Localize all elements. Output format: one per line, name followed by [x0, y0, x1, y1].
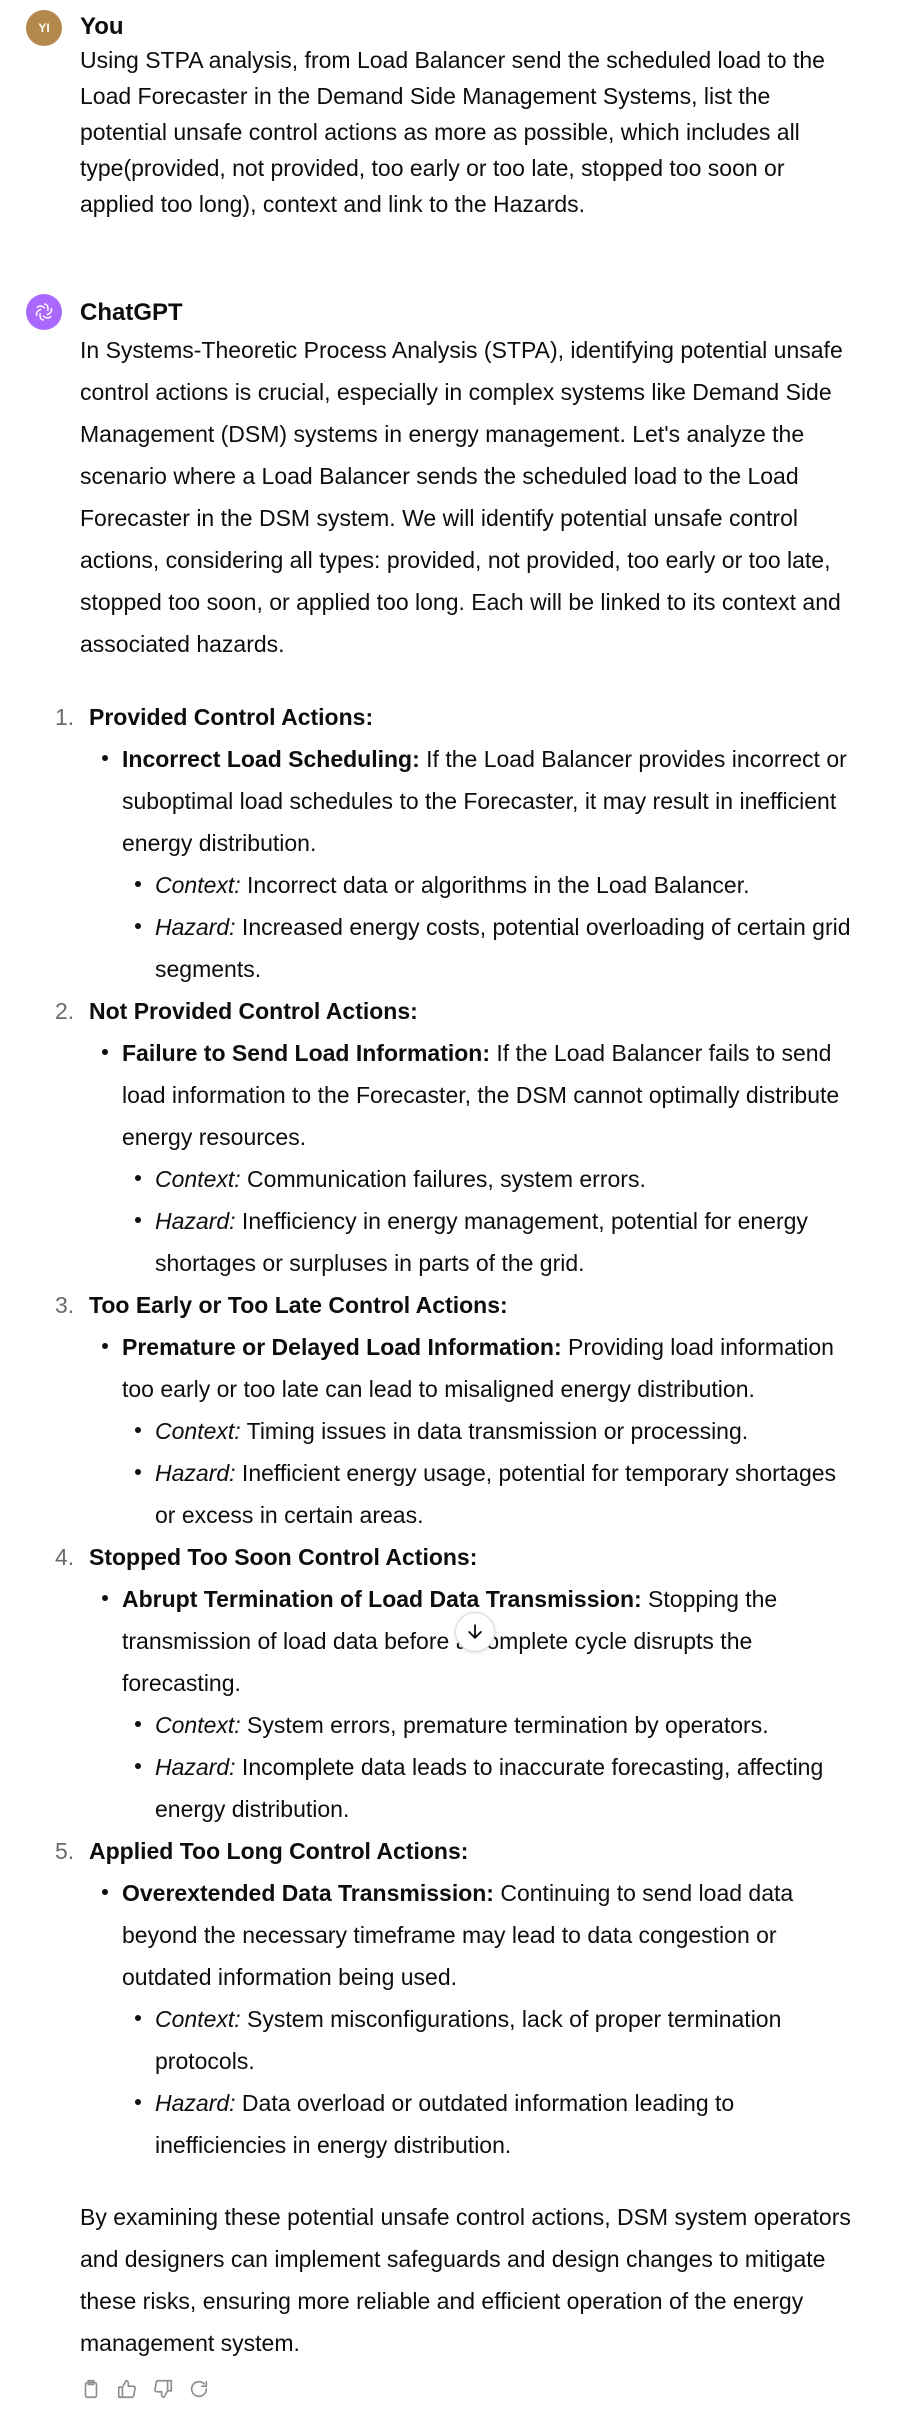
list-item: Abrupt Termination of Load Data Transmis…	[89, 1578, 860, 1830]
arrow-down-icon	[468, 1624, 482, 1639]
list-item: 1. Provided Control Actions: Incorrect L…	[55, 696, 860, 990]
user-message-text: Using STPA analysis, from Load Balancer …	[80, 42, 860, 222]
hazard-text: Incomplete data leads to inaccurate fore…	[155, 1754, 824, 1822]
section-title: Too Early or Too Late Control Actions:	[89, 1292, 508, 1318]
item-text: Continuing to send load data beyond the …	[122, 1880, 794, 1990]
list-item: 3. Too Early or Too Late Control Actions…	[55, 1284, 860, 1536]
hazard-text: Increased energy costs, potential overlo…	[155, 914, 851, 982]
hazard-text: Inefficient energy usage, potential for …	[155, 1460, 837, 1528]
list-number: 5.	[55, 1838, 75, 1864]
list-number: 3.	[55, 1292, 75, 1318]
item-text: If the Load Balancer provides incorrect …	[122, 746, 847, 856]
list-item: Context: System misconfigurations, lack …	[122, 1998, 860, 2082]
section-title: Applied Too Long Control Actions:	[89, 1838, 469, 1864]
assistant-author-name: ChatGPT	[80, 299, 183, 326]
assistant-conclusion: By examining these potential unsafe cont…	[80, 2204, 851, 2356]
hazard-label: Hazard:	[155, 1208, 236, 1234]
context-label: Context:	[155, 1166, 241, 1192]
item-text: Stopping the transmission of load data b…	[122, 1586, 778, 1696]
assistant-intro: In Systems-Theoretic Process Analysis (S…	[80, 337, 843, 657]
hazard-text: Inefficiency in energy management, poten…	[155, 1208, 808, 1276]
list-item: Incorrect Load Scheduling: If the Load B…	[89, 738, 860, 990]
hazard-label: Hazard:	[155, 1460, 236, 1486]
section-title: Not Provided Control Actions:	[89, 998, 418, 1024]
list-item: Hazard: Increased energy costs, potentia…	[122, 906, 860, 990]
section-title: Provided Control Actions:	[89, 704, 374, 730]
list-item: Context: Incorrect data or algorithms in…	[122, 864, 860, 906]
user-author-name: You	[80, 13, 124, 40]
context-label: Context:	[155, 2006, 241, 2032]
unsafe-control-actions-list: 1. Provided Control Actions: Incorrect L…	[55, 696, 860, 2166]
item-title: Premature or Delayed Load Information:	[122, 1334, 562, 1360]
chatgpt-logo-icon	[26, 294, 62, 330]
context-text: System misconfigurations, lack of proper…	[155, 2006, 782, 2074]
user-message-body: Using STPA analysis, from Load Balancer …	[80, 47, 825, 217]
thumbs-down-icon[interactable]	[152, 2378, 174, 2400]
list-item: Hazard: Inefficient energy usage, potent…	[122, 1452, 860, 1536]
copy-icon[interactable]	[80, 2378, 102, 2400]
message-actions	[80, 2378, 210, 2400]
list-item: Hazard: Incomplete data leads to inaccur…	[122, 1746, 860, 1830]
context-text: Timing issues in data transmission or pr…	[240, 1418, 749, 1444]
thumbs-up-icon[interactable]	[116, 2378, 138, 2400]
list-item: Overextended Data Transmission: Continui…	[89, 1872, 860, 2166]
list-item: 2. Not Provided Control Actions: Failure…	[55, 990, 860, 1284]
list-number: 4.	[55, 1544, 75, 1570]
list-item: 5. Applied Too Long Control Actions: Ove…	[55, 1830, 860, 2166]
list-number: 1.	[55, 704, 75, 730]
item-title: Abrupt Termination of Load Data Transmis…	[122, 1586, 642, 1612]
list-item: Failure to Send Load Information: If the…	[89, 1032, 860, 1284]
user-avatar: YI	[26, 10, 62, 46]
context-label: Context:	[155, 1712, 241, 1738]
context-text: Communication failures, system errors.	[240, 1166, 646, 1192]
context-label: Context:	[155, 872, 241, 898]
item-title: Incorrect Load Scheduling:	[122, 746, 420, 772]
item-text: If the Load Balancer fails to send load …	[122, 1040, 840, 1150]
context-text: System errors, premature termination by …	[240, 1712, 769, 1738]
list-item: Hazard: Inefficiency in energy managemen…	[122, 1200, 860, 1284]
item-title: Overextended Data Transmission:	[122, 1880, 494, 1906]
list-item: Context: Communication failures, system …	[122, 1158, 860, 1200]
context-text: Incorrect data or algorithms in the Load…	[240, 872, 750, 898]
item-title: Failure to Send Load Information:	[122, 1040, 490, 1066]
context-label: Context:	[155, 1418, 241, 1444]
list-item: Context: Timing issues in data transmiss…	[122, 1410, 860, 1452]
list-item: Premature or Delayed Load Information: P…	[89, 1326, 860, 1536]
list-item: Context: System errors, premature termin…	[122, 1704, 860, 1746]
hazard-label: Hazard:	[155, 2090, 236, 2116]
regenerate-icon[interactable]	[188, 2378, 210, 2400]
list-item: Hazard: Data overload or outdated inform…	[122, 2082, 860, 2166]
hazard-label: Hazard:	[155, 1754, 236, 1780]
item-text: Providing load information too early or …	[122, 1334, 834, 1402]
scroll-to-bottom-button[interactable]	[455, 1612, 495, 1652]
list-number: 2.	[55, 998, 75, 1024]
assistant-message-body: In Systems-Theoretic Process Analysis (S…	[55, 329, 860, 2364]
list-item: 4. Stopped Too Soon Control Actions: Abr…	[55, 1536, 860, 1830]
hazard-text: Data overload or outdated information le…	[155, 2090, 735, 2158]
section-title: Stopped Too Soon Control Actions:	[89, 1544, 478, 1570]
hazard-label: Hazard:	[155, 914, 236, 940]
